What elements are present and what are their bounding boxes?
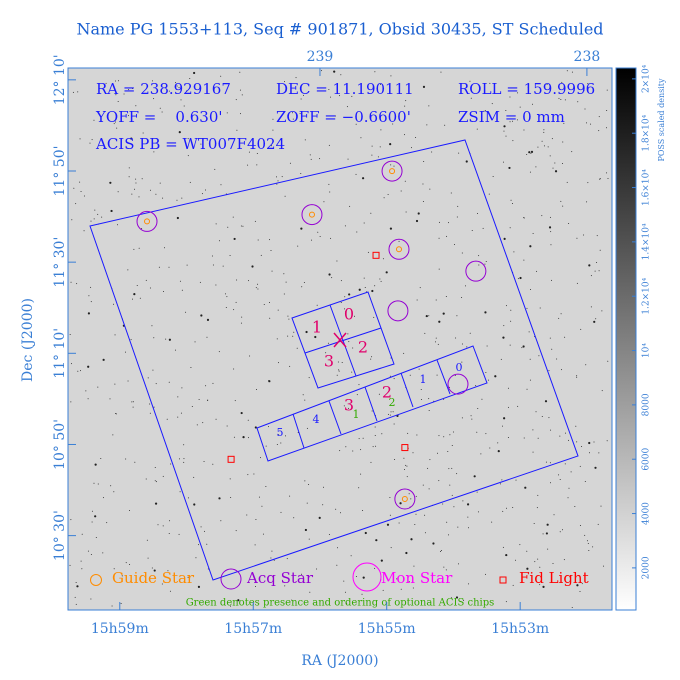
acq-star <box>388 238 410 260</box>
y-tick-label: 10° 50' <box>52 419 68 470</box>
y-tick-label: 12° 10' <box>52 54 68 105</box>
guide-star <box>308 211 315 218</box>
info-text: ZSIM = 0 mm <box>458 108 565 126</box>
optional-chip-label: 2 <box>389 396 396 409</box>
acq-star <box>394 488 416 510</box>
info-text: ROLL = 159.9996 <box>458 80 595 98</box>
colorbar-label: POSS scaled density <box>657 78 666 162</box>
acq-star <box>381 160 403 182</box>
x-tick-label: 15h59m <box>91 621 149 637</box>
colorbar-tick-label: 4000 <box>642 502 652 525</box>
chip-label: 5 <box>277 426 284 439</box>
chip-label: 3 <box>344 396 354 415</box>
legend-marker <box>499 576 507 584</box>
colorbar-tick-label: 2×10⁴ <box>642 64 652 93</box>
acq-star <box>136 210 158 232</box>
x-tick-label: 15h55m <box>358 621 416 637</box>
info-text: YOFF = 0.630' <box>95 108 223 126</box>
legend-label: Fid Light <box>519 569 589 587</box>
colorbar-tick-label: 6000 <box>642 447 652 470</box>
legend-label: Acq Star <box>246 569 314 587</box>
legend-label: Guide Star <box>112 569 195 587</box>
acis-i-array <box>291 291 395 389</box>
x2-tick-label: 239 <box>307 49 334 65</box>
y-axis-label: Dec (J2000) <box>20 298 36 382</box>
colorbar-tick-label: 10⁴ <box>642 343 652 358</box>
colorbar-tick-label: 1.8×10⁴ <box>642 114 652 151</box>
x-tick-label: 15h57m <box>224 621 282 637</box>
colorbar-tick-label: 2000 <box>642 556 652 579</box>
guide-star <box>401 495 408 502</box>
chart-title: Name PG 1553+113, Seq # 901871, Obsid 30… <box>76 20 603 39</box>
x-tick-label: 15h53m <box>491 621 549 637</box>
guide-star <box>395 246 402 253</box>
chip-label: 3 <box>324 352 334 371</box>
chip-label: 2 <box>382 383 392 402</box>
info-text: RA = 238.929167 <box>96 80 231 98</box>
optional-chip-label: 1 <box>353 408 360 421</box>
y-tick-label: 11° 50' <box>52 146 68 197</box>
aimpoint <box>333 332 347 348</box>
guide-star <box>389 168 396 175</box>
x2-tick-label: 238 <box>574 49 601 65</box>
chip-label: 0 <box>456 361 463 374</box>
legend-marker <box>220 568 242 590</box>
chip-label: 4 <box>313 413 320 426</box>
fid-light <box>227 455 235 463</box>
star-field <box>69 70 609 609</box>
legend-marker <box>90 574 102 586</box>
guide-star <box>144 218 151 225</box>
info-text: ACIS PB = WT007F4024 <box>95 135 285 153</box>
colorbar-tick-label: 1.6×10⁴ <box>642 169 652 206</box>
info-text: DEC = 11.190111 <box>276 80 414 98</box>
info-text: ZOFF = −0.6600' <box>276 108 411 126</box>
chip-label: 0 <box>344 305 354 324</box>
note: Green denotes presence and ordering of o… <box>186 598 495 609</box>
acq-star <box>301 204 323 226</box>
acq-star <box>387 300 409 322</box>
fid-light <box>372 251 380 259</box>
legend-label: Mon Star <box>381 569 453 587</box>
fid-light <box>401 444 409 452</box>
colorbar-tick-label: 8000 <box>642 393 652 416</box>
y-tick-label: 11° 30' <box>52 237 68 288</box>
footer: ejos 6-May-2026 14:56 <box>561 665 676 676</box>
chip-label: 2 <box>358 338 368 357</box>
field-of-view <box>89 139 579 581</box>
x-axis-label: RA (J2000) <box>301 653 378 669</box>
colorbar-tick-label: 1.4×10⁴ <box>642 223 652 260</box>
acq-star <box>447 373 469 395</box>
chip-label: 1 <box>420 373 427 386</box>
chip-label: 1 <box>312 318 322 337</box>
acis-s-array <box>256 345 488 462</box>
y-tick-label: 11° 10' <box>52 328 68 379</box>
colorbar <box>615 67 637 611</box>
legend-marker <box>352 562 382 592</box>
colorbar-tick-label: 1.2×10⁴ <box>642 277 652 314</box>
acq-star <box>465 260 487 282</box>
y-tick-label: 10° 30' <box>52 510 68 561</box>
